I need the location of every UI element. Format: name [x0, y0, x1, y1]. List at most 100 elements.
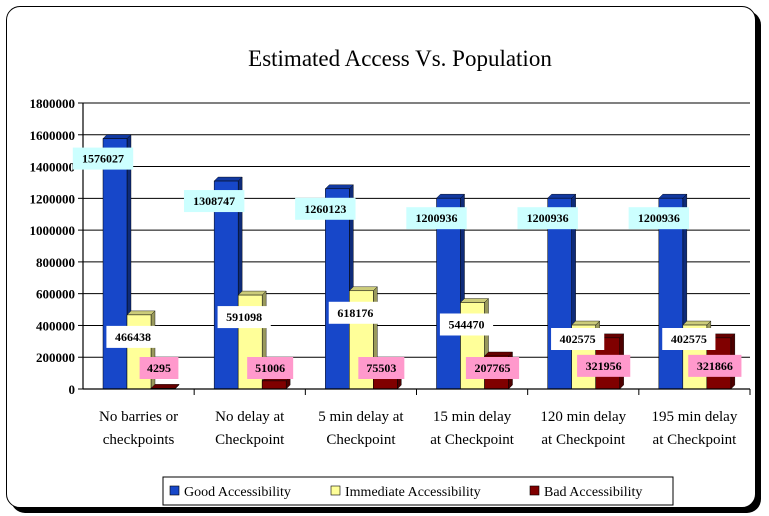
chart-title: Estimated Access Vs. Population	[248, 46, 552, 71]
data-label-box	[217, 306, 271, 329]
data-label: 321956	[577, 354, 631, 377]
data-label-box	[139, 357, 179, 379]
data-label-box	[628, 207, 690, 230]
data-label: 402575	[551, 328, 605, 350]
data-label-text: 591098	[226, 310, 262, 324]
data-label-text: 321866	[697, 359, 733, 373]
data-label-text: 402575	[671, 332, 707, 346]
data-label: 1200936	[517, 207, 578, 230]
data-label-box	[406, 207, 467, 230]
data-label-box	[517, 207, 578, 230]
y-tick-label: 400000	[36, 318, 75, 333]
y-tick-label: 800000	[36, 255, 75, 270]
legend-swatch	[169, 485, 180, 496]
data-label-text: 4295	[147, 361, 171, 375]
gridlines	[83, 102, 750, 390]
bar-bad-accessibility	[150, 383, 180, 390]
legend: Good Accessibility Immediate Accessibilit…	[162, 476, 674, 506]
bar-top	[102, 134, 132, 139]
bar-top	[658, 193, 688, 199]
data-label-text: 466438	[115, 330, 151, 344]
bar-face	[658, 197, 684, 390]
y-tick-label: 200000	[36, 350, 75, 365]
data-label: 402575	[662, 328, 716, 350]
data-label-text: 51006	[255, 361, 285, 375]
bar-top	[324, 184, 354, 189]
x-axis: No barries or checkpoints No delay at Check…	[83, 388, 751, 448]
bar-top	[682, 320, 712, 326]
y-axis: 0 200000 400000 600000 800000 1000000 1200000 1…	[30, 96, 84, 397]
data-label-text: 618176	[337, 306, 373, 320]
data-label-box	[688, 354, 742, 377]
y-tick-label: 0	[69, 382, 76, 397]
x-tick-label: at Checkpoint	[541, 432, 626, 448]
data-label: 1308747	[183, 190, 245, 213]
data-label-box	[183, 190, 245, 213]
x-tick-label: at Checkpoint	[653, 432, 738, 448]
data-label: 1576027	[72, 147, 134, 170]
x-tick-label: checkpoints	[103, 432, 175, 448]
bar-face	[325, 188, 350, 390]
bar-top	[436, 193, 465, 199]
x-tick-label: No barries or	[99, 409, 178, 425]
y-tick-label: 1400000	[30, 160, 76, 175]
y-tick-label: 1600000	[30, 128, 76, 143]
data-label: 618176	[328, 301, 382, 324]
legend-label: Bad Accessibility	[544, 485, 642, 500]
data-label-text: 1200936	[527, 211, 569, 225]
data-label-box	[465, 357, 520, 379]
y-tick-label: 1000000	[30, 223, 76, 238]
bar-top	[484, 351, 513, 357]
data-label: 1200936	[406, 207, 467, 230]
bar-top	[150, 384, 180, 389]
x-tick-label: 120 min delay	[540, 409, 626, 425]
data-label-box	[662, 328, 716, 350]
legend-box	[162, 476, 674, 506]
legend-swatch	[529, 485, 540, 496]
data-labels: 1576027 466438 4295 1308747 591098 51006 12601…	[72, 147, 742, 379]
data-label-box	[358, 357, 405, 379]
data-label-text: 402575	[560, 332, 596, 346]
data-label-box	[328, 301, 382, 324]
data-label-text: 1200936	[638, 211, 680, 225]
data-label-box	[551, 328, 605, 350]
bar-face	[261, 380, 287, 390]
data-label: 51006	[247, 357, 294, 379]
data-label-text: 321956	[586, 359, 622, 373]
data-label-box	[72, 147, 134, 170]
x-tick-label: Checkpoint	[215, 432, 285, 448]
bar-top	[348, 286, 378, 291]
y-tick-label: 600000	[36, 287, 75, 302]
x-tick-label: 15 min delay	[433, 409, 512, 425]
data-label-text: 1200936	[416, 211, 458, 225]
y-tick-label: 1200000	[30, 191, 76, 206]
data-label-box	[247, 357, 294, 379]
bar-top	[126, 310, 156, 316]
x-tick-label: No delay at	[215, 409, 285, 425]
bar-face	[213, 180, 239, 390]
data-label-text: 1308747	[193, 194, 235, 208]
legend-label: Good Accessibility	[184, 485, 291, 500]
data-label-text: 1576027	[82, 152, 124, 166]
data-label-text: 544470	[449, 317, 485, 331]
x-tick-label: at Checkpoint	[430, 432, 515, 448]
data-label: 544470	[439, 313, 494, 336]
data-label-box	[106, 325, 160, 348]
data-label: 75503	[358, 357, 405, 379]
data-label-text: 207765	[475, 361, 511, 375]
bar-face	[436, 197, 461, 390]
data-label: 591098	[217, 306, 271, 329]
x-tick-label: Checkpoint	[326, 432, 396, 448]
y-tick-label: 1800000	[30, 96, 76, 111]
bar-good-accessibility	[324, 184, 354, 390]
data-label: 4295	[139, 357, 179, 379]
bar-top	[547, 193, 577, 199]
data-label-box	[295, 197, 356, 220]
bar-top	[571, 320, 601, 326]
data-label-text: 75503	[366, 361, 396, 375]
bar-face	[102, 138, 128, 390]
legend-swatch	[330, 485, 341, 496]
data-label: 1200936	[628, 207, 690, 230]
data-label: 207765	[465, 357, 520, 379]
data-label-text: 1260123	[304, 202, 346, 216]
